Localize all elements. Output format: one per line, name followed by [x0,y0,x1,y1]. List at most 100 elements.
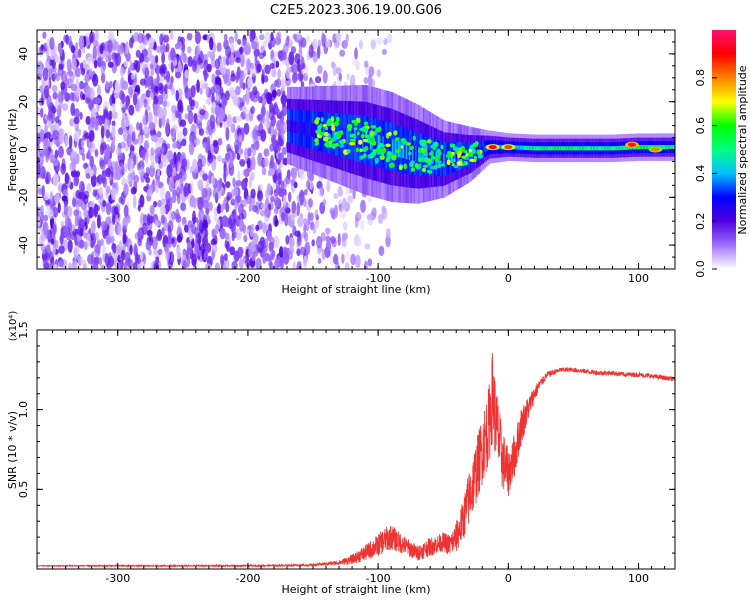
heatmap-cell [347,129,351,145]
heatmap-cell [239,101,243,112]
heatmap-cell [422,148,426,163]
heatmap-cell [367,258,373,267]
spectrogram-xlabel: Height of straight line (km) [281,283,430,296]
heatmap-cell [282,188,287,197]
heatmap-cell [180,119,187,127]
heatmap-cell [57,42,62,53]
heatmap-cell [117,254,121,263]
heatmap-cell [45,171,51,185]
heatmap-cell [210,175,215,186]
heatmap-cell [526,145,529,150]
heatmap-cell [90,116,96,129]
heatmap-cell [341,128,344,144]
heatmap-cell [214,224,219,235]
heatmap-cell [162,34,170,43]
heatmap-cell [236,66,241,79]
heatmap-cell [89,169,94,177]
heatmap-cell [112,214,116,225]
heatmap-cell [340,207,347,219]
heatmap-cell [137,238,142,247]
colorbar-tick-label: 0.2 [694,212,707,230]
heatmap-cell [477,154,484,159]
heatmap-cell [54,149,59,159]
heatmap-cell [373,130,377,136]
heatmap-peak [488,145,497,150]
heatmap-cell [381,207,388,220]
heatmap-cell [339,130,344,136]
heatmap-cell [431,155,436,160]
heatmap-cell [372,148,377,154]
heatmap-cell [316,181,323,190]
heatmap-cell [101,221,108,232]
heatmap-cell [214,105,221,117]
heatmap-cell [154,179,159,194]
heatmap-cell [294,53,301,65]
heatmap-cell [214,84,221,92]
heatmap-cell [37,188,44,195]
heatmap-cell [150,147,155,156]
heatmap-cell [149,152,156,162]
heatmap-cell [266,110,270,124]
heatmap-cell [307,122,310,136]
heatmap-cell [265,91,270,99]
heatmap-cell [263,148,270,157]
heatmap-cell [156,130,162,138]
heatmap-cell [230,73,236,82]
heatmap-cell [303,255,308,269]
heatmap-cell [426,169,430,173]
heatmap-cell [120,249,126,261]
heatmap-cell [242,94,247,104]
heatmap-cell [516,145,519,150]
heatmap-cell [100,238,104,247]
heatmap-cell [202,219,209,232]
colorbar-tick-label: 0.0 [694,260,707,278]
heatmap-cell [68,135,73,149]
y-tick-label: 0 [17,146,30,153]
heatmap-cell [315,137,319,143]
heatmap-cell [375,147,382,153]
heatmap-cell [164,84,168,95]
heatmap-cell [569,146,572,151]
heatmap-cell [70,83,78,92]
heatmap-cell [107,61,114,68]
heatmap-cell [162,155,168,168]
heatmap-cell [376,37,383,45]
heatmap-cell [576,146,579,151]
heatmap-cell [157,94,164,105]
heatmap-cell [638,145,641,150]
heatmap-cell [277,135,283,147]
heatmap-cell [73,209,80,217]
heatmap-cell [571,146,574,151]
heatmap-cell [640,145,643,150]
heatmap-cell [401,141,404,158]
heatmap-cell [63,202,68,216]
heatmap-cell [148,36,155,49]
heatmap-cell [255,224,260,232]
x-tick-label: -100 [366,572,391,585]
x-tick-label: 0 [505,572,512,585]
heatmap-cell [69,92,75,101]
colorbar-tick-label: 0.6 [694,117,707,135]
heatmap-cell [266,183,272,196]
heatmap-cell [137,33,144,44]
heatmap-cell [223,73,229,83]
colorbar-tick-label: 0.4 [694,165,707,183]
heatmap-cell [331,125,336,132]
heatmap-cell [129,244,133,255]
heatmap-cell [288,51,295,66]
heatmap-cell [229,246,236,256]
heatmap-cell [43,214,49,222]
heatmap-cell [123,204,129,218]
heatmap-cell [413,145,416,161]
heatmap-cell [115,170,122,181]
heatmap-cell [146,77,151,86]
snr-ylabel: SNR (10 * v/v) [6,411,19,489]
heatmap-cell [671,145,674,150]
heatmap-cell [234,199,239,211]
heatmap-cell [143,172,149,179]
heatmap-cell [271,134,277,149]
heatmap-cell [615,146,618,151]
heatmap-cell [641,145,644,150]
heatmap-cell [228,38,235,48]
y-tick-label: 0.5 [17,481,30,499]
